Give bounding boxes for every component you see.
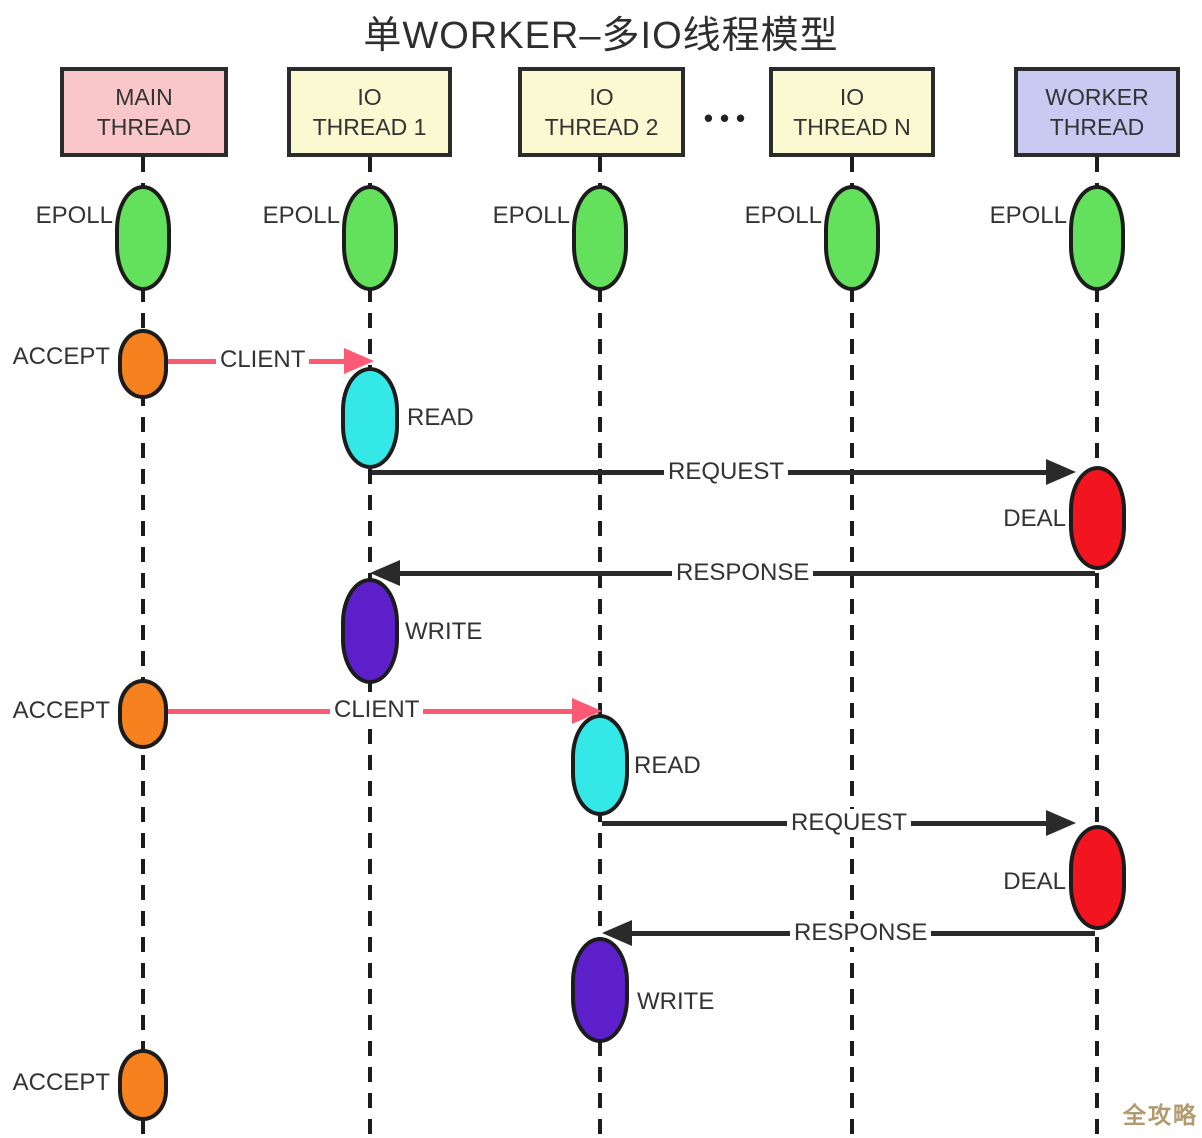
lifeline-worker	[1095, 157, 1099, 1138]
epoll-label-ioN: EPOLL	[744, 202, 822, 229]
lifeline-main	[141, 157, 145, 1138]
thread-box-worker-line2: THREAD	[1049, 114, 1145, 140]
response-arrow-1-label: RESPONSE	[672, 559, 814, 587]
diagram-title: 单WORKER–多IO线程模型	[363, 15, 839, 57]
accept-label-2: ACCEPT	[12, 697, 110, 724]
thread-box-ioN-line1: IO	[839, 84, 865, 110]
thread-box-ioN: IO THREAD N	[769, 67, 935, 157]
thread-box-main: MAIN THREAD	[60, 67, 228, 157]
lifeline-io2	[598, 157, 602, 1138]
thread-box-io2-line2: THREAD 2	[544, 114, 659, 140]
request-arrow-1-arrowhead-icon	[1046, 459, 1076, 485]
lifeline-ioN	[850, 157, 854, 1138]
write-node-io2	[571, 937, 629, 1043]
deal-label-1: DEAL	[1003, 505, 1066, 532]
request-arrow-1-label: REQUEST	[664, 458, 789, 486]
accept-node-3	[118, 1049, 168, 1121]
thread-box-main-line2: THREAD	[96, 114, 192, 140]
write-node-io1	[341, 578, 399, 684]
epoll-label-main: EPOLL	[35, 202, 113, 229]
request-arrow-2-arrowhead-icon	[1046, 810, 1076, 836]
read-label-io1: READ	[407, 404, 474, 431]
epoll-node-io1	[342, 185, 398, 291]
accept-node-1	[118, 329, 168, 399]
thread-box-io2-line1: IO	[589, 84, 614, 110]
client-arrow-2-label: CLIENT	[330, 696, 424, 724]
deal-node-2	[1069, 825, 1126, 930]
deal-label-2: DEAL	[1003, 868, 1066, 895]
thread-box-worker: WORKER THREAD	[1014, 67, 1180, 157]
thread-box-ioN-line2: THREAD N	[793, 114, 911, 140]
thread-box-main-line1: MAIN	[115, 84, 173, 110]
client-arrow-1-label: CLIENT	[216, 346, 310, 374]
epoll-node-worker	[1069, 185, 1125, 291]
thread-box-io1-line2: THREAD 1	[312, 114, 427, 140]
watermark: 全攻略	[1123, 1102, 1198, 1128]
epoll-label-io2: EPOLL	[492, 202, 570, 229]
accept-node-2	[118, 679, 168, 749]
epoll-node-io2	[572, 185, 628, 291]
ellipsis-dots: •••	[703, 103, 753, 133]
thread-box-io2: IO THREAD 2	[518, 67, 685, 157]
read-label-io2: READ	[634, 752, 701, 779]
epoll-label-io1: EPOLL	[262, 202, 340, 229]
deal-node-1	[1069, 466, 1126, 570]
request-arrow-2-label: REQUEST	[787, 809, 912, 837]
epoll-node-main	[115, 185, 171, 291]
write-label-io1: WRITE	[405, 618, 483, 645]
thread-box-worker-line1: WORKER	[1045, 84, 1149, 110]
read-node-io2	[571, 714, 629, 816]
response-arrow-2-label: RESPONSE	[790, 919, 932, 947]
thread-box-io1-line1: IO	[357, 84, 382, 110]
thread-box-io1: IO THREAD 1	[287, 67, 452, 157]
write-label-io2: WRITE	[637, 988, 715, 1015]
accept-label-1: ACCEPT	[12, 343, 110, 370]
epoll-label-worker: EPOLL	[989, 202, 1067, 229]
read-node-io1	[341, 367, 399, 469]
accept-label-3: ACCEPT	[12, 1069, 110, 1096]
epoll-node-ioN	[824, 185, 880, 291]
